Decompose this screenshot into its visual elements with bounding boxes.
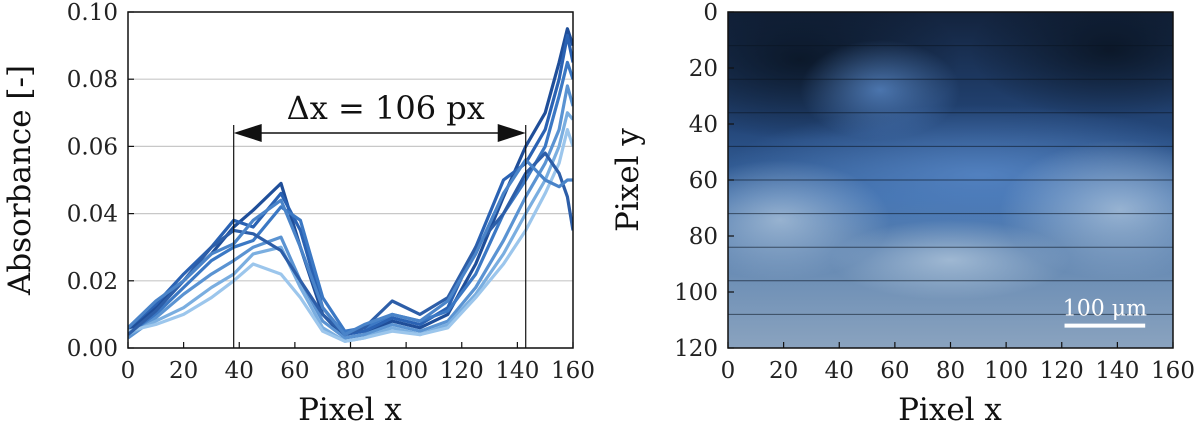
x-tick-label-6: 120 [440,358,484,384]
x-tick-label-7: 140 [1095,358,1139,384]
delta-x-annotation: Δx = 106 px [233,89,527,348]
series-line-7 [128,158,573,337]
x-tick-label-0: 0 [121,358,136,384]
x-tick-label-5: 100 [984,358,1028,384]
scale-bar-label: 100 μm [1063,297,1147,322]
plot-frame [127,11,574,349]
x-tick-label-2: 40 [825,358,854,384]
y-tick-label-5: 0.10 [67,0,118,26]
y-tick-label-1: 0.02 [67,269,118,295]
x-tick-label-8: 160 [551,358,595,384]
annotation-arrowhead-left [233,123,262,142]
x-axis-label: Pixel x [298,392,402,428]
y-axis-label: Pixel y [610,128,646,232]
y-tick-label-3: 60 [689,168,718,194]
heatmap-image: 100 μm [728,12,1173,348]
x-tick-label-8: 160 [1151,358,1195,384]
y-tick-label-4: 0.08 [67,67,118,93]
row-stripes [728,45,1173,348]
image-panel: 100 μm 0 20 40 60 80 100 120 140 160 0 20 40 60 80 10… [610,0,1195,428]
x-tick-label-0: 0 [721,358,736,384]
x-tick-label-1: 20 [769,358,798,384]
x-tick-label-3: 60 [880,358,909,384]
x-tick-label-6: 120 [1040,358,1084,384]
series-line-6 [128,151,573,337]
x-tick-label-4: 80 [336,358,365,384]
y-tick-label-0: 0 [703,0,718,26]
x-tick-label-5: 100 [384,358,428,384]
x-tick-label-3: 60 [280,358,309,384]
y-tick-label-6: 120 [674,336,718,362]
y-tick-label-2: 40 [689,112,718,138]
x-ticks: 0 20 40 60 80 100 120 140 160 [721,342,1195,384]
y-tick-label-4: 80 [689,224,718,250]
y-axis-label: Absorbance [-] [2,65,38,296]
x-tick-label-2: 40 [225,358,254,384]
annotation-arrowhead-right [497,123,526,142]
y-tick-label-2: 0.04 [67,202,118,228]
x-axis-label: Pixel x [898,392,1002,428]
y-ticks: 0 20 40 60 80 100 120 [674,0,734,362]
annotation-text: Δx = 106 px [287,89,485,127]
series-line-5 [128,128,573,343]
y-ticks: 0.00 0.02 0.04 0.06 0.08 0.10 [67,0,134,362]
series-line-0 [128,27,573,340]
y-tick-label-1: 20 [689,56,718,82]
series-line-1 [128,33,573,337]
x-tick-label-7: 140 [495,358,539,384]
x-tick-label-1: 20 [169,358,198,384]
series-group [128,27,573,343]
y-tick-label-3: 0.06 [67,134,118,160]
absorbance-chart: Δx = 106 px 0 20 40 60 80 100 120 140 160 0.000.… [2,0,595,428]
x-ticks: 0 20 40 60 80 100 120 140 160 [121,342,595,384]
y-tick-label-0: 0.00 [67,336,118,362]
y-tick-label-5: 100 [674,280,718,306]
x-tick-label-4: 80 [936,358,965,384]
grid-lines [128,11,573,349]
